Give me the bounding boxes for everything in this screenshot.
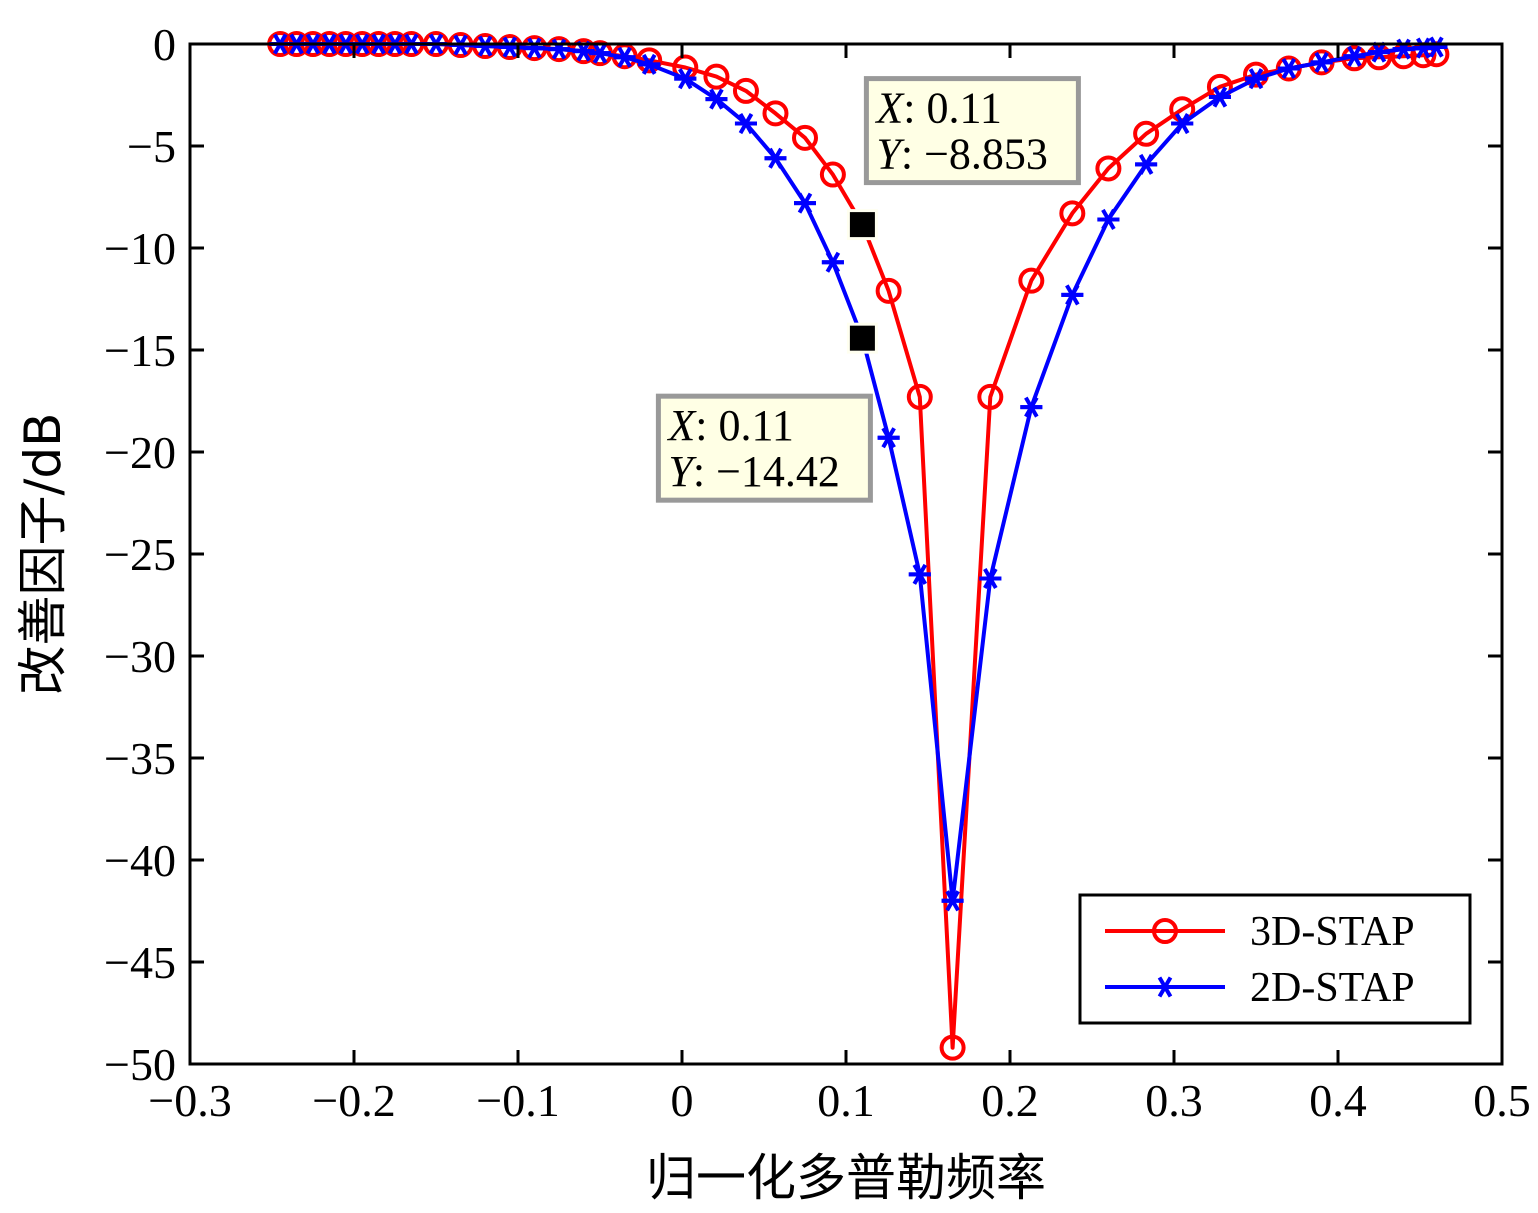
y-axis-title: 改善因子/dB	[14, 413, 72, 696]
datatip-y-line: Y: −14.42	[668, 447, 840, 496]
data-point-2d-stap	[1425, 36, 1448, 58]
x-tick-label: −0.3	[148, 1075, 231, 1126]
data-point-3d-stap	[703, 63, 730, 90]
x-axis-title: 归一化多普勒频率	[646, 1149, 1046, 1207]
datatip-y-value: : −14.42	[693, 447, 840, 496]
y-tick-label: −20	[104, 427, 176, 478]
data-point-2d-stap	[1171, 113, 1194, 135]
datatip-y-label: Y	[668, 447, 697, 496]
data-point-3d-stap	[762, 100, 789, 127]
data-point-2d-stap	[705, 88, 728, 110]
data-point-2d-stap	[979, 567, 1002, 590]
legend: 3D-STAP 2D-STAP	[1078, 893, 1472, 1025]
data-point-3d-stap	[819, 161, 846, 188]
y-tick-label: −30	[104, 631, 176, 682]
data-point-2d-stap	[877, 427, 900, 449]
legend-label-3d-stap: 3D-STAP	[1250, 909, 1415, 955]
datatip-marker	[846, 322, 878, 354]
data-point-2d-stap	[1343, 45, 1366, 67]
datatip-x-label: X	[666, 401, 697, 450]
data-point-2d-stap	[941, 890, 964, 912]
y-tick-label: −5	[127, 121, 176, 172]
data-point-3d-stap	[906, 383, 933, 410]
datatip-x-value: : 0.11	[695, 401, 794, 450]
data-point-2d-stap	[908, 563, 931, 585]
y-tick-label: −40	[104, 835, 176, 886]
x-tick-label: 0.3	[1145, 1075, 1203, 1126]
data-point-2d-stap	[821, 251, 844, 273]
data-point-3d-stap	[875, 277, 902, 304]
x-tick-label: 0.4	[1309, 1075, 1367, 1126]
tick-layer: −0.3 −0.2 −0.1 0 0.1 0.2 0.3 0.4 0.5 0 −5 −10 −15 −20…	[104, 19, 1531, 1126]
data-point-3d-stap	[732, 77, 759, 104]
datatip-box	[655, 393, 873, 503]
data-point-2d-stap	[1135, 153, 1158, 175]
data-point-3d-stap	[1018, 267, 1045, 294]
data-point-2d-stap	[1310, 51, 1333, 73]
x-tick-label: 0.1	[817, 1075, 875, 1126]
datatip-x-value: : 0.11	[903, 84, 1002, 133]
data-point-3d-stap	[792, 124, 818, 151]
x-tick-label: 0.2	[981, 1075, 1039, 1126]
y-tick-label: −10	[104, 223, 176, 274]
data-point-3d-stap	[1095, 155, 1122, 182]
data-point-3d-stap	[1059, 200, 1086, 227]
data-point-2d-stap	[1020, 396, 1043, 418]
y-tick-label: −15	[104, 325, 176, 376]
x-tick-label: 0.5	[1473, 1075, 1531, 1126]
data-point-2d-stap	[734, 113, 757, 135]
datatip-box	[863, 76, 1081, 186]
y-tick-label: −25	[104, 529, 176, 580]
data-point-2d-stap	[1368, 41, 1390, 63]
x-tick-label: −0.2	[312, 1075, 395, 1126]
y-tick-label: −50	[104, 1039, 176, 1090]
datatip-marker	[846, 209, 878, 241]
data-point-2d-stap	[1208, 86, 1231, 108]
legend-label-2d-stap: 2D-STAP	[1250, 965, 1415, 1011]
datatip-x-label: X	[874, 84, 905, 133]
data-point-2d-stap	[764, 147, 787, 169]
y-tick-label: 0	[153, 19, 176, 70]
legend-box	[1078, 893, 1472, 1025]
data-point-2d-stap	[613, 46, 636, 68]
y-tick-label: −35	[104, 733, 176, 784]
datatip-y-line: Y: −8.853	[876, 130, 1048, 179]
data-point-3d-stap	[977, 383, 1004, 410]
data-point-3d-stap	[939, 1034, 966, 1061]
datatip-x-line: X: 0.11	[874, 84, 1001, 133]
y-tick-label: −45	[104, 937, 176, 988]
data-point-2d-stap	[674, 68, 697, 90]
legend-marker-asterisk-2d-stap	[1154, 976, 1176, 998]
data-point-2d-stap	[1277, 57, 1300, 80]
data-point-2d-stap	[589, 42, 611, 64]
data-point-2d-stap	[638, 53, 661, 75]
data-point-2d-stap	[1245, 68, 1267, 90]
data-point-2d-stap	[523, 37, 546, 59]
legend-asterisk-glyph	[1154, 976, 1176, 998]
data-point-2d-stap	[1097, 208, 1120, 230]
data-point-2d-stap	[1061, 284, 1084, 306]
data-point-2d-stap	[474, 35, 497, 57]
data-point-3d-stap	[1366, 44, 1392, 71]
data-point-3d-stap	[1133, 120, 1160, 147]
x-tick-label: 0	[671, 1075, 694, 1126]
datatip-y-label: Y	[876, 130, 905, 179]
x-tick-label: −0.1	[476, 1075, 559, 1126]
datatip-y-value: : −8.853	[901, 130, 1048, 179]
datatip-x-line: X: 0.11	[666, 401, 793, 450]
data-point-2d-stap	[794, 192, 816, 214]
legend-marker-circle-3d-stap	[1152, 918, 1178, 944]
